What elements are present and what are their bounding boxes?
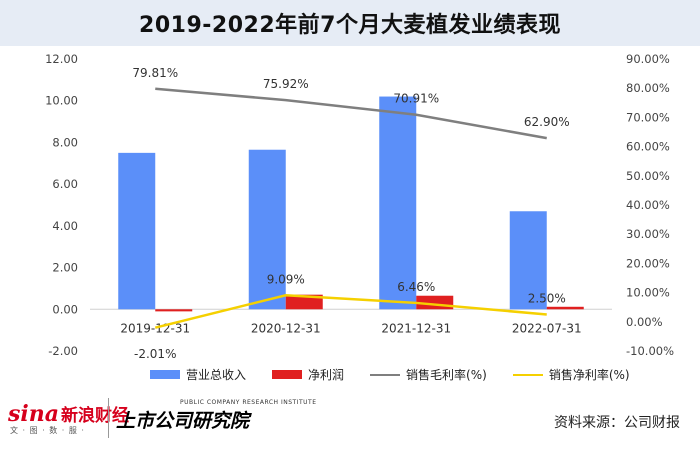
x-tick-label: 2022-07-31 <box>512 321 582 335</box>
footer: sina 新浪财经 文 · 图 · 数 · 服 · PUBLIC COMPANY… <box>0 392 700 449</box>
y-right-tick-label: 90.00% <box>626 52 670 66</box>
data-label-gross-margin: 62.90% <box>524 115 570 129</box>
y-right-tick-label: 60.00% <box>626 140 670 154</box>
y-right-tick-label: 40.00% <box>626 198 670 212</box>
y-right-tick-label: 50.00% <box>626 169 670 183</box>
y-left-tick-label: 2.00 <box>52 261 78 275</box>
y-left-tick-label: 12.00 <box>45 52 78 66</box>
data-label-net-margin: 6.46% <box>397 280 435 294</box>
data-label-gross-margin: 75.92% <box>263 77 309 91</box>
y-right-tick-label: 80.00% <box>626 81 670 95</box>
sina-finance-logo: sina 新浪财经 <box>8 401 129 427</box>
legend-item-gross-margin: 销售毛利率(%) <box>370 366 487 383</box>
legend-label-net-margin: 销售净利率(%) <box>548 368 630 382</box>
title-bar <box>0 0 700 46</box>
data-label-net-margin: -2.01% <box>134 347 176 361</box>
legend-swatch-net-margin <box>512 373 543 376</box>
sina-logo-subtitle: 文 · 图 · 数 · 服 · <box>10 426 85 435</box>
legend-item-net-margin: 销售净利率(%) <box>512 366 630 383</box>
data-label-gross-margin: 79.81% <box>132 66 178 80</box>
bar-net-profit <box>285 294 323 310</box>
legend: 营业总收入 净利润 销售毛利率(%) 销售净利率(%) <box>150 366 630 383</box>
y-left-tick-label: 4.00 <box>52 219 78 233</box>
legend-item-net-profit: 净利润 <box>272 366 344 383</box>
chart-title: 2019-2022年前7个月大麦植发业绩表现 <box>139 13 561 38</box>
sina-logo-name: 新浪财经 <box>61 406 129 426</box>
line-gross-margin <box>155 87 547 140</box>
bar-revenue <box>509 211 547 310</box>
legend-item-revenue: 营业总收入 <box>150 366 246 383</box>
bar-revenue <box>248 149 286 310</box>
logo-divider <box>108 398 109 438</box>
y-left-tick-label: 8.00 <box>52 135 78 149</box>
research-institute-subtitle: PUBLIC COMPANY RESEARCH INSTITUTE <box>180 399 317 406</box>
data-label-net-margin: 2.50% <box>528 292 566 306</box>
y-left-tick-label: 10.00 <box>45 94 78 108</box>
chart: -2.00 0.00 2.00 4.00 6.00 8.00 10.00 12.00 -10.0… <box>45 52 674 361</box>
x-tick-label: 2020-12-31 <box>251 321 321 335</box>
bar-net-profit <box>155 309 193 312</box>
data-source: 资料来源：公司财报 <box>554 415 680 431</box>
y-left-tick-label: -2.00 <box>48 344 78 358</box>
legend-swatch-net-profit <box>272 370 303 379</box>
research-institute-logo: 上市公司研究院 <box>116 410 250 432</box>
bar-revenue <box>379 96 417 310</box>
bar-revenue <box>118 152 156 310</box>
legend-label-gross-margin: 销售毛利率(%) <box>406 368 487 382</box>
legend-label-net-profit: 净利润 <box>308 368 345 382</box>
y-left-tick-label: 0.00 <box>52 302 78 316</box>
y-right-tick-label: 30.00% <box>626 227 670 241</box>
y-right-tick-label: 10.00% <box>626 286 670 300</box>
y-right-tick-label: -10.00% <box>626 344 674 358</box>
sina-logo-mark: sina <box>8 401 59 427</box>
bar-net-profit <box>546 306 584 310</box>
x-tick-label: 2019-12-31 <box>120 321 190 335</box>
x-tick-label: 2021-12-31 <box>381 321 451 335</box>
y-right-tick-label: 70.00% <box>626 110 670 124</box>
legend-swatch-gross-margin <box>370 373 401 376</box>
legend-swatch-revenue <box>150 370 180 379</box>
legend-label-revenue: 营业总收入 <box>186 368 247 382</box>
line-net-margin <box>154 293 547 329</box>
data-label-gross-margin: 70.91% <box>393 92 439 106</box>
data-label-net-margin: 9.09% <box>267 272 305 286</box>
y-left-tick-label: 6.00 <box>52 177 78 191</box>
y-right-tick-label: 20.00% <box>626 256 670 270</box>
y-right-tick-label: 0.00% <box>626 315 663 329</box>
